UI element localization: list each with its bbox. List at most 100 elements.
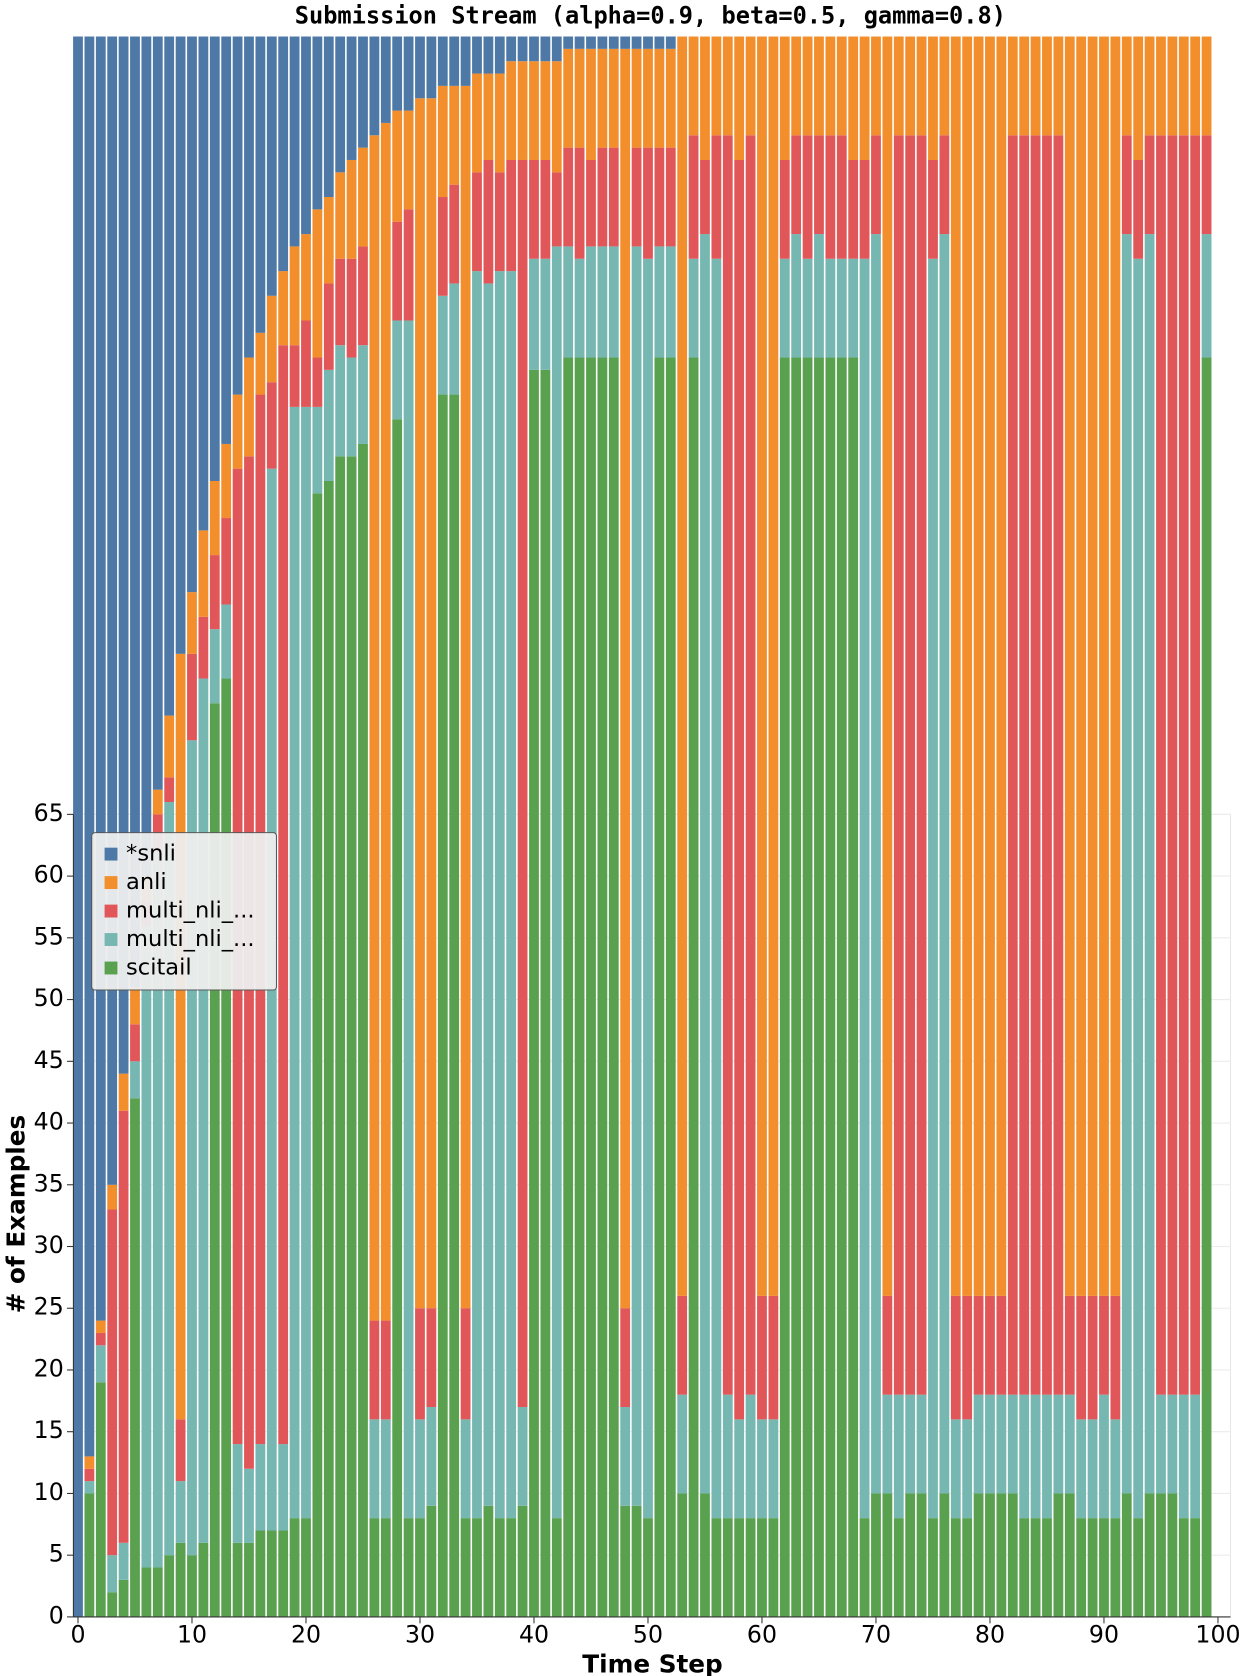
bar-segment — [301, 320, 311, 407]
bar-segment — [540, 36, 551, 62]
bar-segment — [631, 147, 642, 247]
bar-segment — [768, 1518, 779, 1617]
bar-segment — [1087, 36, 1098, 1296]
bar-segment — [836, 258, 847, 358]
bar-segment — [540, 159, 551, 259]
bar-segment — [517, 159, 528, 1408]
bar-segment — [745, 1394, 756, 1519]
bar-segment — [1190, 135, 1201, 1395]
bar-segment — [859, 159, 870, 259]
y-tick-label: 30 — [34, 1231, 64, 1259]
bar-segment — [665, 357, 676, 1617]
bar-segment — [711, 135, 722, 259]
bar-segment — [312, 209, 323, 358]
bar-segment — [118, 1110, 129, 1543]
bar-segment — [1042, 36, 1052, 136]
bar-segment — [506, 271, 517, 1519]
bar-segment — [962, 1295, 973, 1420]
bar-segment — [540, 258, 551, 370]
bar-segment — [916, 1394, 927, 1494]
bar-segment — [631, 36, 642, 49]
bar-segment — [426, 98, 437, 1309]
bar-segment — [1156, 1394, 1166, 1494]
bar-segment — [586, 48, 596, 160]
bar-segment — [928, 1518, 938, 1617]
bar-segment — [255, 1530, 266, 1617]
bar-segment — [312, 36, 323, 210]
bar-segment — [232, 36, 243, 395]
bar-segment — [255, 1444, 266, 1531]
bar-segment — [1064, 1394, 1075, 1494]
bar-segment — [403, 1518, 414, 1617]
y-tick-label: 0 — [49, 1601, 64, 1629]
x-tick-label: 10 — [177, 1621, 207, 1649]
x-tick-label: 70 — [861, 1621, 891, 1649]
bar-segment — [346, 456, 357, 1617]
bar-segment — [1144, 36, 1155, 136]
bar-segment — [700, 1493, 710, 1617]
bar-segment — [84, 1456, 95, 1469]
bar-segment — [403, 209, 414, 321]
bar-segment — [1030, 1518, 1041, 1617]
bar-segment — [893, 1518, 904, 1617]
bar-segment — [437, 295, 448, 395]
y-tick-label: 60 — [34, 861, 64, 889]
bar-segment — [118, 1542, 129, 1580]
bar-segment — [1099, 1394, 1109, 1519]
bar-segment — [688, 258, 699, 358]
bar-segment — [757, 1518, 767, 1617]
bar-segment — [187, 740, 197, 1556]
bar-segment — [620, 1505, 631, 1617]
bar-segment — [278, 271, 289, 346]
bar-segment — [665, 48, 676, 148]
bar-segment — [1030, 36, 1041, 136]
bar-segment — [95, 1332, 106, 1346]
bar-segment — [962, 1419, 973, 1519]
bar-segment — [506, 61, 517, 160]
bar-segment — [996, 36, 1007, 1296]
bar-segment — [437, 197, 448, 296]
bar-segment — [244, 1542, 254, 1617]
legend-swatch — [104, 876, 118, 890]
bar-segment — [380, 36, 391, 123]
bar-segment — [973, 36, 984, 1296]
bar-segment — [631, 48, 642, 148]
bar-segment — [939, 135, 950, 235]
x-tick-label: 0 — [70, 1621, 85, 1649]
bar-segment — [187, 592, 197, 654]
x-tick-label: 90 — [1089, 1621, 1119, 1649]
bar-segment — [529, 369, 539, 1617]
bar-segment — [597, 147, 608, 247]
bar-segment — [494, 271, 505, 1519]
bar-segment — [232, 1542, 243, 1617]
bar-segment — [472, 172, 482, 272]
bar-segment — [654, 48, 665, 148]
bar-segment — [757, 36, 767, 1296]
bar-segment — [745, 1518, 756, 1617]
bar-segment — [688, 36, 699, 136]
bar-segment — [688, 357, 699, 1617]
bar-segment — [950, 1295, 961, 1420]
bar-segment — [346, 36, 357, 160]
bar-segment — [1042, 135, 1052, 1395]
bar-segment — [745, 36, 756, 136]
bar-segment — [1178, 36, 1189, 136]
bar-segment — [73, 36, 83, 1617]
bar-segment — [871, 36, 881, 136]
y-tick-label: 50 — [34, 984, 64, 1012]
bar-segment — [574, 36, 585, 49]
bar-segment — [175, 1542, 186, 1617]
bar-segment — [209, 555, 220, 630]
bar-segment — [597, 48, 608, 148]
bar-segment — [472, 36, 482, 74]
bar-segment — [426, 1308, 437, 1408]
bar-segment — [1144, 234, 1155, 1494]
bar-segment — [426, 1505, 437, 1617]
bar-segment — [631, 246, 642, 1506]
bar-segment — [745, 135, 756, 1395]
bar-segment — [529, 258, 539, 370]
bar-segment — [289, 345, 300, 407]
bar-segment — [392, 36, 403, 111]
bar-segment — [107, 1592, 118, 1617]
bar-segment — [323, 197, 334, 284]
